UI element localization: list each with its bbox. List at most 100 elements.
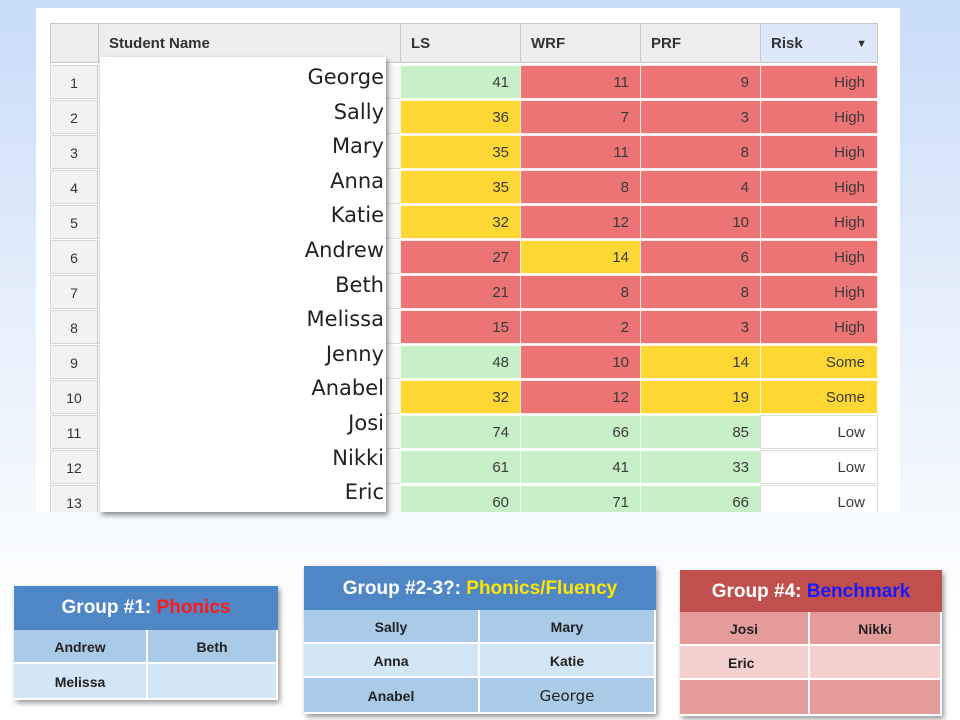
prf-cell[interactable]: 19 [640, 380, 762, 414]
group4-cell[interactable]: Josi [680, 612, 810, 646]
risk-cell[interactable]: Low [760, 415, 878, 449]
prf-cell[interactable]: 33 [640, 450, 762, 484]
group4-title-prefix: Group #4: [711, 581, 807, 602]
group4-cell[interactable] [680, 680, 810, 716]
row-number[interactable]: 1 [50, 65, 98, 99]
prf-cell[interactable]: 4 [640, 170, 762, 204]
wrf-cell[interactable]: 66 [520, 415, 642, 449]
wrf-cell[interactable]: 2 [520, 310, 642, 344]
row-number[interactable]: 7 [50, 275, 98, 309]
ls-cell[interactable]: 35 [400, 135, 522, 169]
group2-3-cell[interactable]: Mary [480, 610, 656, 644]
prf-cell[interactable]: 8 [640, 135, 762, 169]
row-number[interactable]: 8 [50, 310, 98, 344]
ls-cell[interactable]: 21 [400, 275, 522, 309]
student-name: Anna [330, 168, 384, 193]
wrf-cell[interactable]: 10 [520, 345, 642, 379]
group2-3-table: Group #2-3?: Phonics/Fluency Sally Mary … [304, 566, 656, 714]
risk-cell[interactable]: Some [760, 380, 878, 414]
group2-3-cell[interactable]: Anna [304, 644, 480, 678]
risk-cell[interactable]: Some [760, 345, 878, 379]
prf-cell[interactable]: 66 [640, 485, 762, 512]
ls-cell[interactable]: 36 [400, 100, 522, 134]
student-name: Andrew [304, 238, 384, 262]
prf-cell[interactable]: 3 [640, 310, 762, 344]
ls-cell[interactable]: 60 [400, 485, 522, 512]
ls-header[interactable]: LS [400, 23, 522, 63]
ls-cell[interactable]: 27 [400, 240, 522, 274]
ls-cell[interactable]: 48 [400, 345, 522, 379]
ls-cell[interactable]: 41 [400, 65, 522, 99]
wrf-cell[interactable]: 12 [520, 380, 642, 414]
wrf-cell[interactable]: 12 [520, 205, 642, 239]
risk-cell[interactable]: High [760, 205, 878, 239]
group4-cell[interactable] [810, 680, 942, 716]
risk-cell[interactable]: Low [760, 450, 878, 484]
filter-dropdown-icon[interactable]: ▼ [856, 38, 867, 50]
group4-cell[interactable] [810, 646, 942, 680]
wrf-header[interactable]: WRF [520, 23, 642, 63]
prf-cell[interactable]: 10 [640, 205, 762, 239]
prf-cell[interactable]: 9 [640, 65, 762, 99]
wrf-cell[interactable]: 7 [520, 100, 642, 134]
group1-cell[interactable]: Andrew [14, 630, 148, 664]
ls-cell[interactable]: 74 [400, 415, 522, 449]
group1-cell[interactable] [148, 664, 278, 700]
row-number[interactable]: 9 [50, 345, 98, 379]
risk-cell[interactable]: High [760, 65, 878, 99]
row-number[interactable]: 11 [50, 415, 98, 449]
row-number-header[interactable] [50, 23, 100, 63]
ls-cell[interactable]: 32 [400, 205, 522, 239]
wrf-cell[interactable]: 41 [520, 450, 642, 484]
row-number[interactable]: 10 [50, 380, 98, 414]
group1-title: Group #1: Phonics [14, 586, 278, 630]
group4-cell[interactable]: Nikki [810, 612, 942, 646]
prf-cell[interactable]: 14 [640, 345, 762, 379]
row-number[interactable]: 3 [50, 135, 98, 169]
wrf-cell[interactable]: 14 [520, 240, 642, 274]
group2-3-title: Group #2-3?: Phonics/Fluency [304, 566, 656, 610]
risk-cell[interactable]: High [760, 135, 878, 169]
group2-3-title-prefix: Group #2-3?: [342, 578, 467, 599]
risk-header[interactable]: Risk ▼ [760, 23, 878, 63]
group2-3-cell[interactable]: Sally [304, 610, 480, 644]
wrf-cell[interactable]: 11 [520, 135, 642, 169]
risk-cell[interactable]: High [760, 240, 878, 274]
row-number[interactable]: 5 [50, 205, 98, 239]
prf-cell[interactable]: 6 [640, 240, 762, 274]
ls-cell[interactable]: 32 [400, 380, 522, 414]
risk-cell[interactable]: High [760, 100, 878, 134]
row-number[interactable]: 4 [50, 170, 98, 204]
wrf-cell[interactable]: 8 [520, 275, 642, 309]
group1-cell[interactable]: Melissa [14, 664, 148, 700]
prf-cell[interactable]: 8 [640, 275, 762, 309]
ls-cell[interactable]: 15 [400, 310, 522, 344]
student-name: Sally [333, 99, 384, 124]
wrf-cell[interactable]: 11 [520, 65, 642, 99]
ls-cell[interactable]: 35 [400, 170, 522, 204]
prf-cell[interactable]: 85 [640, 415, 762, 449]
ls-cell[interactable]: 61 [400, 450, 522, 484]
wrf-cell[interactable]: 71 [520, 485, 642, 512]
group4-cell[interactable]: Eric [680, 646, 810, 680]
row-number[interactable]: 2 [50, 100, 98, 134]
risk-cell[interactable]: High [760, 275, 878, 309]
group1-cell[interactable]: Beth [148, 630, 278, 664]
row-number[interactable]: 13 [50, 485, 98, 512]
risk-cell[interactable]: High [760, 170, 878, 204]
group2-3-title-accent: Phonics/Fluency [466, 578, 618, 599]
student-name: Melissa [306, 307, 384, 332]
row-number[interactable]: 6 [50, 240, 98, 274]
student-name: Mary [331, 134, 384, 159]
risk-cell[interactable]: Low [760, 485, 878, 512]
risk-cell[interactable]: High [760, 310, 878, 344]
group2-3-cell[interactable]: George [480, 678, 656, 714]
group2-3-cell[interactable]: Katie [480, 644, 656, 678]
group1-table: Group #1: Phonics Andrew Beth Melissa [14, 586, 278, 700]
prf-header[interactable]: PRF [640, 23, 762, 63]
group2-3-cell[interactable]: Anabel [304, 678, 480, 714]
prf-cell[interactable]: 3 [640, 100, 762, 134]
wrf-cell[interactable]: 8 [520, 170, 642, 204]
student-name: Jenny [325, 341, 384, 366]
row-number[interactable]: 12 [50, 450, 98, 484]
